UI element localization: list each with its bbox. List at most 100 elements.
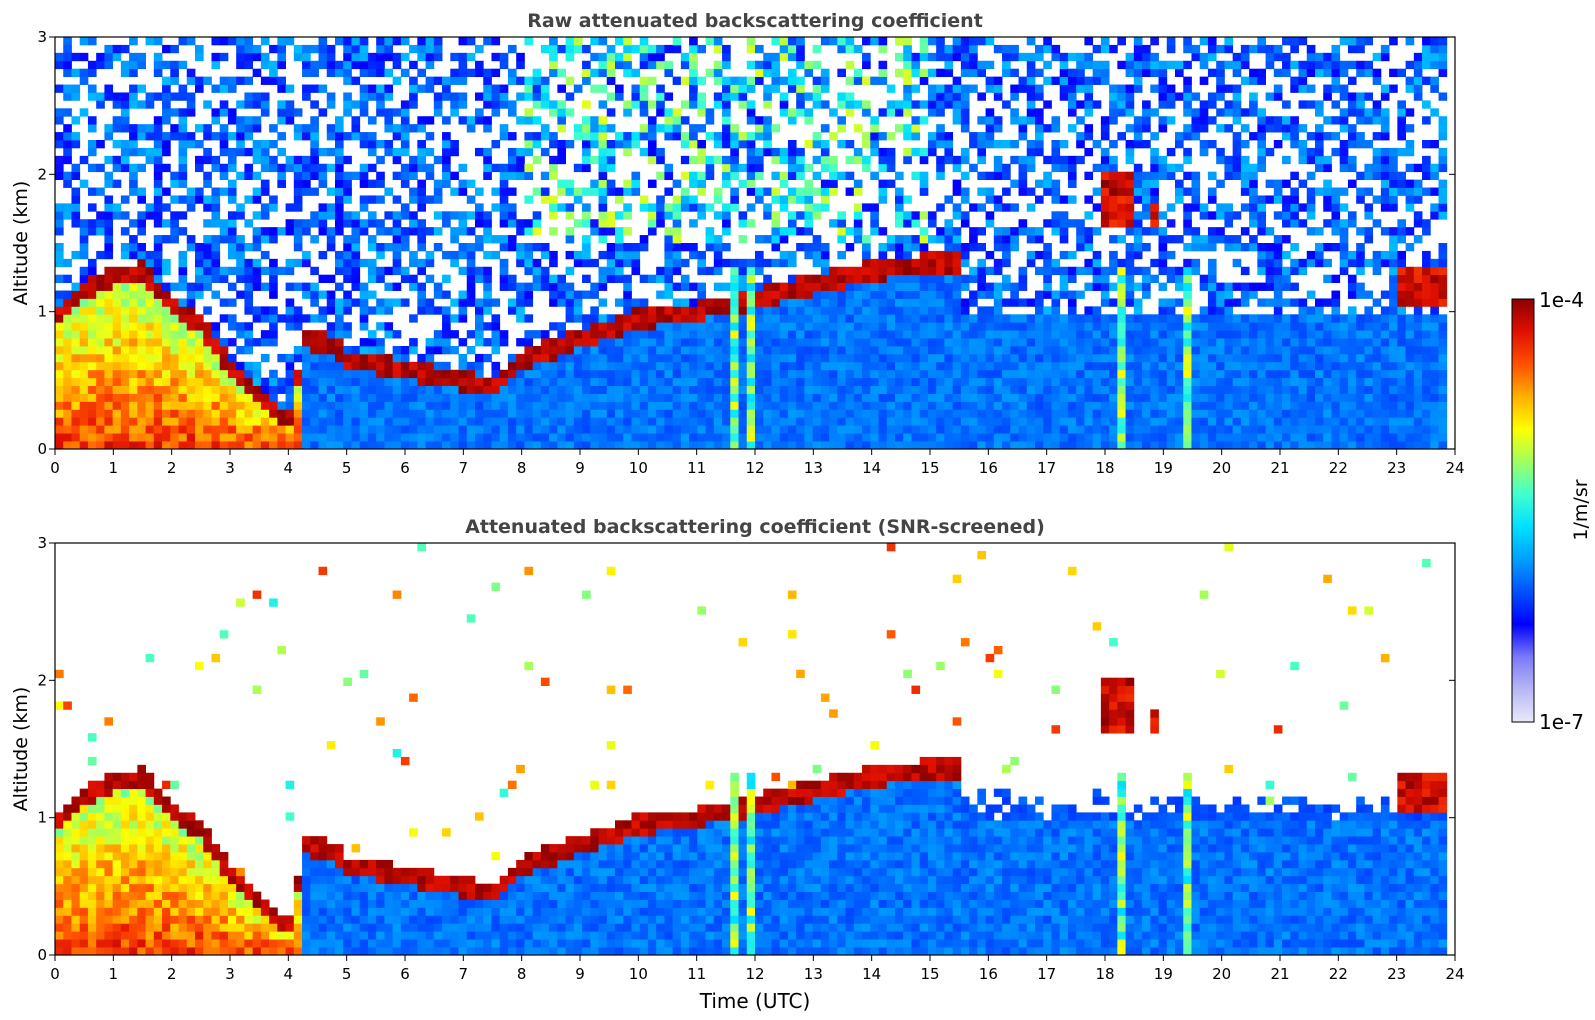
heatmap-cell bbox=[384, 68, 394, 78]
heatmap-cell bbox=[993, 290, 1003, 299]
heatmap-cell bbox=[1002, 243, 1011, 252]
heatmap-cell bbox=[392, 346, 402, 355]
heatmap-cell bbox=[664, 361, 674, 371]
heatmap-cell bbox=[1092, 100, 1102, 109]
heatmap-cell bbox=[433, 37, 443, 46]
heatmap-cell bbox=[466, 124, 476, 133]
heatmap-cell bbox=[755, 306, 764, 315]
heatmap-cell bbox=[590, 282, 599, 291]
heatmap-cell bbox=[1166, 37, 1176, 46]
heatmap-cell bbox=[359, 290, 369, 299]
heatmap-cell bbox=[804, 417, 814, 426]
heatmap-cell bbox=[573, 314, 583, 323]
heatmap-cell bbox=[318, 361, 328, 371]
heatmap-cell bbox=[137, 124, 146, 133]
heatmap-cell bbox=[417, 140, 426, 149]
heatmap-cell bbox=[944, 250, 954, 260]
heatmap-cell bbox=[120, 227, 130, 236]
heatmap-cell bbox=[499, 433, 509, 442]
heatmap-cell bbox=[771, 377, 781, 387]
heatmap-cell bbox=[153, 37, 163, 46]
heatmap-cell bbox=[376, 171, 385, 181]
heatmap-cell bbox=[985, 417, 995, 426]
heatmap-cell bbox=[664, 116, 674, 125]
heatmap-cell bbox=[376, 441, 385, 449]
heatmap-cell bbox=[1010, 108, 1019, 117]
heatmap-cell bbox=[293, 171, 303, 181]
heatmap-cell bbox=[870, 433, 879, 442]
heatmap-cell bbox=[1150, 84, 1159, 93]
heatmap-cell bbox=[680, 258, 690, 268]
heatmap-cell bbox=[1035, 433, 1044, 442]
heatmap-cell bbox=[944, 322, 954, 331]
heatmap-cell bbox=[417, 219, 426, 228]
heatmap-cell bbox=[71, 433, 81, 442]
heatmap-cell bbox=[969, 314, 978, 323]
heatmap-cell bbox=[367, 401, 377, 410]
heatmap-cell bbox=[458, 393, 468, 402]
heatmap-cell bbox=[285, 361, 295, 371]
heatmap-cell bbox=[738, 361, 748, 371]
heatmap-cell bbox=[796, 227, 805, 236]
heatmap-cell bbox=[392, 361, 402, 371]
heatmap-cell bbox=[491, 52, 501, 62]
heatmap-cell bbox=[417, 441, 426, 449]
heatmap-cell bbox=[969, 44, 978, 54]
heatmap-cell bbox=[960, 441, 970, 449]
heatmap-cell bbox=[812, 369, 822, 379]
heatmap-cell bbox=[689, 60, 698, 70]
heatmap-cell bbox=[466, 290, 476, 299]
heatmap-cell bbox=[145, 124, 155, 133]
heatmap-cell bbox=[565, 353, 575, 363]
heatmap-cell bbox=[1035, 441, 1044, 449]
heatmap-cell bbox=[335, 353, 344, 363]
heatmap-cell bbox=[277, 425, 286, 434]
heatmap-cell bbox=[952, 274, 962, 284]
heatmap-cell bbox=[565, 369, 575, 379]
heatmap-cell bbox=[680, 322, 690, 331]
heatmap-cell bbox=[565, 377, 575, 387]
heatmap-cell bbox=[376, 250, 385, 260]
heatmap-cell bbox=[689, 124, 698, 133]
heatmap-cell bbox=[450, 68, 459, 78]
heatmap-cell bbox=[639, 92, 649, 101]
heatmap-cell bbox=[269, 258, 278, 268]
heatmap-cell bbox=[878, 147, 888, 157]
heatmap-cell bbox=[293, 258, 303, 268]
heatmap-cell bbox=[1142, 108, 1151, 117]
heatmap-cell bbox=[919, 37, 929, 46]
heatmap-cell bbox=[787, 441, 797, 449]
heatmap-cell bbox=[985, 84, 995, 93]
heatmap-cell bbox=[87, 377, 97, 387]
heatmap-cell bbox=[1125, 282, 1135, 291]
heatmap-cell bbox=[326, 274, 336, 284]
heatmap-cell bbox=[260, 433, 270, 442]
heatmap-cell bbox=[318, 171, 328, 181]
heatmap-cell bbox=[993, 44, 1003, 54]
heatmap-cell bbox=[1051, 314, 1061, 323]
heatmap-cell bbox=[376, 92, 385, 101]
heatmap-cell bbox=[475, 369, 484, 379]
heatmap-cell bbox=[878, 298, 888, 307]
heatmap-cell bbox=[1035, 353, 1044, 363]
heatmap-cell bbox=[269, 306, 278, 315]
heatmap-cell bbox=[746, 401, 756, 410]
heatmap-cell bbox=[779, 282, 789, 291]
heatmap-cell bbox=[680, 385, 690, 394]
heatmap-cell bbox=[1010, 68, 1019, 78]
heatmap-cell bbox=[318, 417, 328, 426]
heatmap-cell bbox=[565, 108, 575, 117]
heatmap-cell bbox=[927, 314, 937, 323]
heatmap-cell bbox=[1150, 393, 1159, 402]
heatmap-cell bbox=[969, 393, 978, 402]
heatmap-cell bbox=[927, 132, 937, 141]
heatmap-cell bbox=[1117, 60, 1126, 70]
heatmap-cell bbox=[845, 346, 855, 355]
heatmap-cell bbox=[129, 385, 138, 394]
heatmap-cell bbox=[1035, 393, 1044, 402]
heatmap-cell bbox=[804, 361, 814, 371]
heatmap-cell bbox=[1084, 385, 1094, 394]
heatmap-cell bbox=[919, 68, 929, 78]
heatmap-cell bbox=[647, 377, 657, 387]
heatmap-cell bbox=[936, 393, 945, 402]
